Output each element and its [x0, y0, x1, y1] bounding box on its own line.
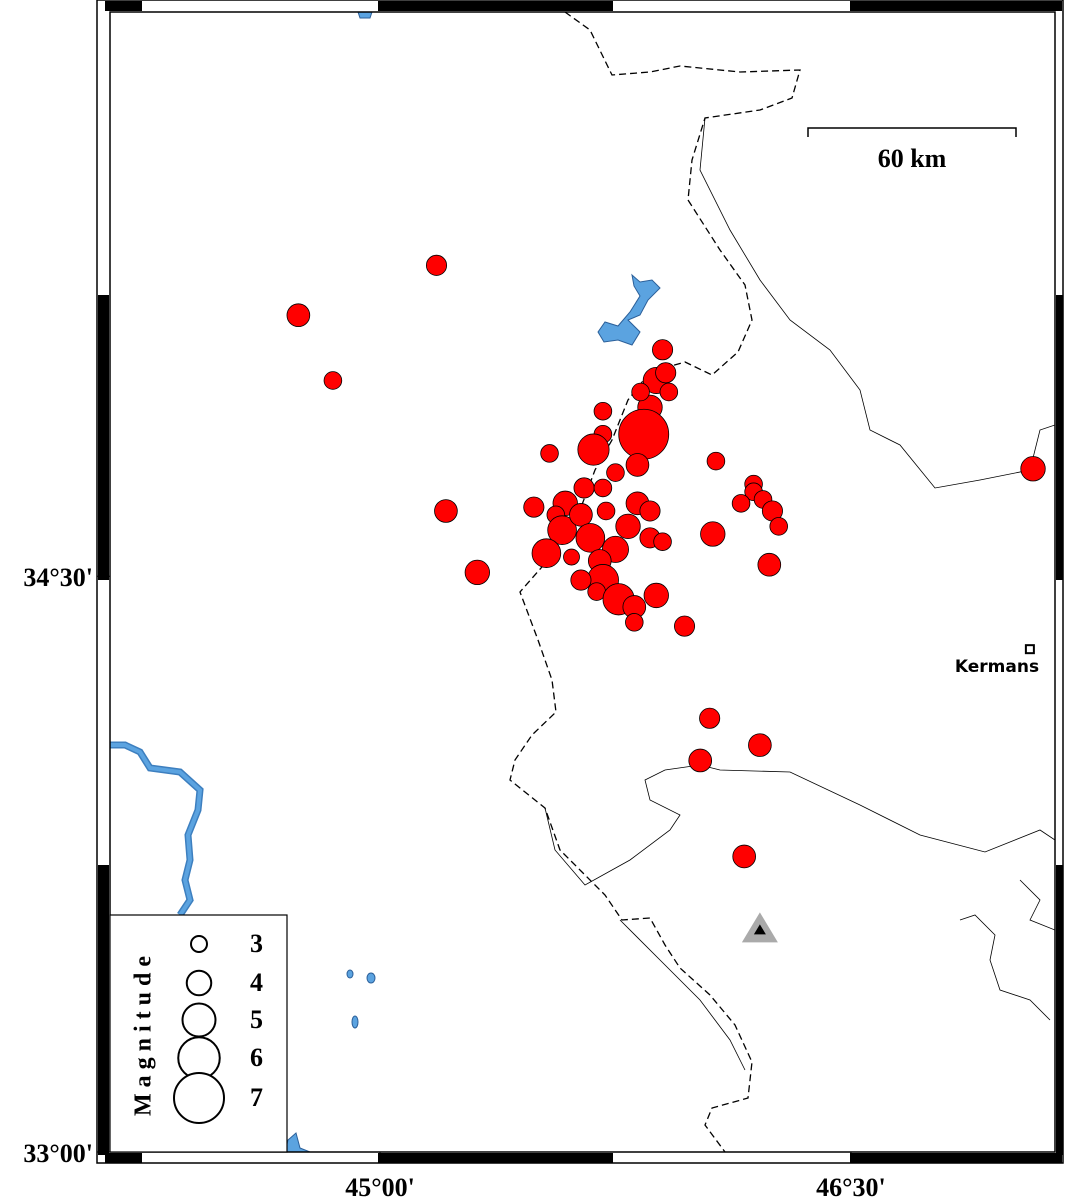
legend-label: 7	[250, 1083, 263, 1112]
earthquake	[286, 303, 311, 328]
earthquake	[464, 559, 490, 586]
earthquake	[615, 513, 641, 539]
earthquake	[625, 613, 644, 632]
city-marker	[1024, 644, 1035, 655]
earthquake	[674, 615, 696, 637]
earthquake	[748, 733, 772, 757]
lake	[357, 12, 373, 19]
earthquake	[593, 401, 613, 421]
earthquake	[652, 339, 674, 361]
province-border	[959, 879, 1055, 1021]
legend-label: 3	[250, 929, 263, 958]
earthquake	[655, 362, 677, 384]
earthquake	[769, 517, 788, 536]
earthquake	[596, 501, 616, 521]
scale-bar: 60 km	[807, 127, 1017, 173]
earthquake	[523, 496, 545, 518]
map-frame	[109, 11, 1056, 1153]
y-tick-label: 33°00'	[23, 1139, 93, 1168]
earthquake	[434, 499, 458, 523]
legend-label: 4	[250, 968, 263, 997]
earthquake	[653, 532, 672, 551]
lake	[346, 969, 354, 979]
legend-circle	[181, 1002, 217, 1038]
x-tick-label: 46°30'	[816, 1173, 886, 1201]
international-border	[509, 12, 801, 1152]
earthquake	[699, 707, 721, 729]
earthquake	[569, 503, 593, 527]
earthquake	[577, 433, 610, 466]
earthquake	[731, 494, 751, 513]
earthquake	[631, 382, 650, 402]
river	[284, 1132, 311, 1152]
earthquake	[1020, 456, 1046, 482]
events: Kermans	[286, 254, 1046, 943]
province-border	[619, 919, 746, 1071]
earthquake	[688, 748, 713, 773]
earthquake	[732, 844, 756, 869]
earthquake	[425, 254, 448, 276]
earthquake	[700, 521, 726, 547]
legend-circle	[173, 1072, 225, 1124]
earthquake	[757, 552, 782, 577]
earthquake	[563, 548, 580, 566]
city-label: Kermans	[955, 657, 1039, 677]
y-tick-label: 34°30'	[23, 563, 93, 592]
earthquake	[706, 451, 726, 471]
legend-label: 6	[250, 1043, 263, 1072]
reservoir	[597, 273, 661, 346]
earthquake	[540, 444, 559, 463]
earthquake	[639, 500, 661, 522]
frame-stripes	[98, 1, 1063, 1163]
legend-label: 5	[250, 1005, 263, 1034]
river	[110, 743, 203, 917]
earthquake	[570, 569, 592, 591]
earthquake	[323, 371, 343, 390]
legend-circle	[190, 935, 208, 953]
earthquake	[593, 478, 613, 498]
province-border	[699, 117, 1055, 489]
province-border	[544, 764, 1055, 886]
earthquake	[659, 382, 679, 402]
earthquake	[606, 463, 625, 482]
scale-bar-label: 60 km	[878, 144, 947, 173]
legend-title: Magnitude	[131, 950, 157, 1116]
lake	[351, 1015, 359, 1029]
station-core	[753, 924, 766, 935]
earthquake	[575, 523, 606, 553]
x-tick-label: 45°00'	[345, 1173, 415, 1201]
basemap	[110, 12, 1055, 1152]
earthquake	[531, 538, 562, 568]
earthquake	[643, 582, 669, 609]
earthquake	[625, 453, 650, 477]
legend-circle	[185, 969, 213, 997]
earthquake	[547, 515, 577, 545]
earthquake	[618, 408, 670, 460]
earthquake	[573, 477, 595, 499]
lake	[366, 972, 376, 984]
